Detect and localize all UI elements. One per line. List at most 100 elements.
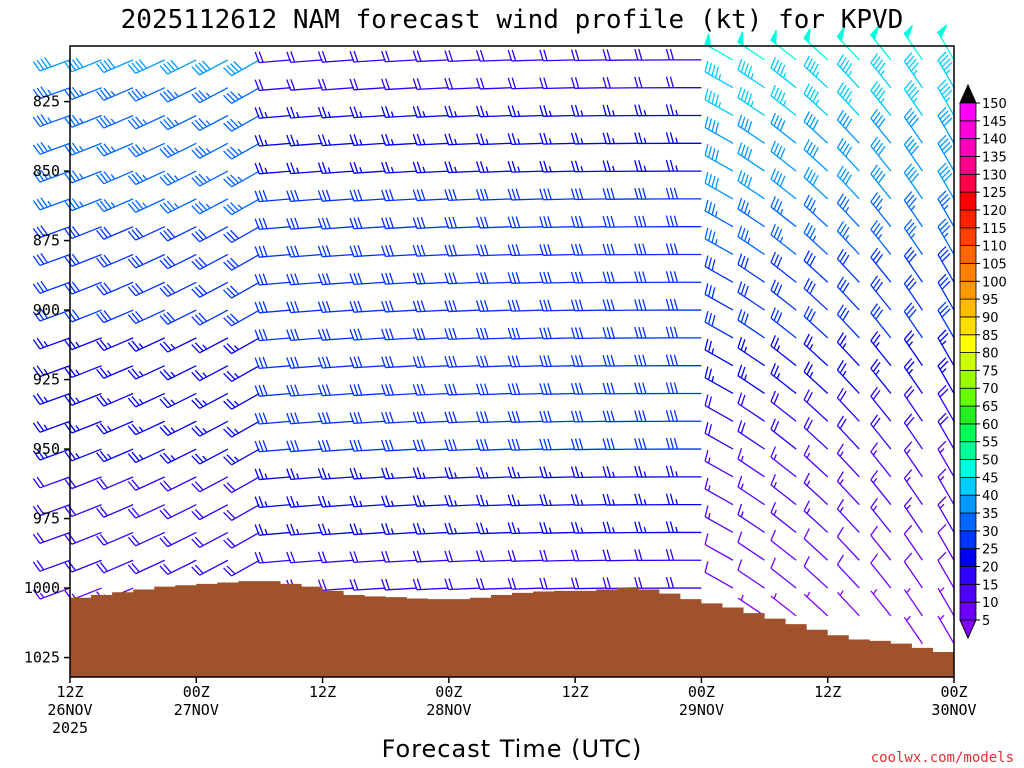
wind-barb: [539, 299, 576, 312]
wind-barb: [254, 328, 292, 342]
wind-barb: [475, 550, 513, 563]
wind-barb: [507, 383, 544, 396]
wind-barb: [159, 198, 197, 214]
colorbar-swatch: [959, 423, 977, 443]
wind-barb: [317, 328, 355, 341]
wind-barb: [704, 116, 734, 144]
wind-barb: [475, 466, 513, 479]
wind-barb: [903, 135, 923, 172]
wind-barb: [127, 142, 165, 158]
wind-barb: [412, 244, 449, 257]
wind-barb: [475, 105, 513, 118]
wind-barb: [381, 217, 418, 230]
wind-barb: [96, 559, 134, 574]
wind-barb: [870, 192, 892, 228]
wind-barb: [803, 111, 829, 144]
wind-barb: [381, 300, 418, 313]
wind-barb: [704, 171, 734, 200]
wind-barb: [803, 278, 829, 311]
wind-barb: [286, 384, 323, 397]
wind-barb: [223, 170, 260, 188]
wind-barb: [444, 188, 481, 202]
wind-barb: [539, 466, 576, 479]
wind-barb: [32, 197, 71, 211]
wind-barb: [159, 531, 197, 548]
wind-barb: [539, 188, 576, 201]
wind-barb: [349, 467, 386, 480]
wind-barb: [127, 170, 165, 186]
wind-barb: [412, 272, 449, 285]
wind-barb: [223, 476, 260, 494]
x-tick-label: 26NOV: [47, 701, 92, 719]
wind-barb: [602, 493, 639, 506]
wind-barb: [602, 160, 639, 173]
wind-barb: [737, 364, 765, 395]
wind-barb: [317, 245, 355, 258]
wind-barb: [159, 448, 197, 464]
wind-barb: [602, 466, 639, 478]
wind-barb: [444, 383, 481, 396]
wind-barb: [159, 142, 197, 159]
wind-barb: [349, 300, 386, 313]
wind-barb: [870, 442, 892, 478]
wind-barb: [349, 523, 386, 536]
wind-barb: [803, 417, 829, 450]
x-tick-label: 2025: [52, 719, 88, 737]
wind-barb: [634, 438, 670, 450]
wind-barb: [32, 392, 71, 406]
wind-barb: [223, 281, 260, 299]
wind-barb: [223, 365, 260, 382]
wind-barb: [870, 247, 892, 283]
wind-barb: [381, 328, 418, 341]
wind-barb: [286, 51, 323, 64]
wind-barb: [254, 496, 292, 509]
wind-barb: [770, 279, 797, 311]
wind-barb: [737, 309, 765, 339]
wind-barb: [937, 107, 955, 144]
wind-barb: [937, 51, 955, 89]
wind-barb: [286, 217, 323, 230]
wind-barb: [937, 357, 955, 394]
wind-barb: [412, 578, 449, 591]
y-tick-label: 900: [33, 301, 60, 319]
wind-barb: [32, 420, 71, 433]
wind-barb: [937, 614, 955, 644]
wind-barb: [770, 140, 797, 172]
wind-barb: [254, 245, 292, 258]
colorbar-tick-label: 65: [982, 400, 999, 415]
wind-barb: [770, 196, 797, 228]
wind-barb: [475, 522, 513, 535]
wind-barb: [937, 162, 955, 200]
colorbar-swatch: [959, 459, 977, 478]
wind-barb: [32, 114, 71, 128]
wind-barb: [223, 198, 260, 216]
colorbar-tick-label: 60: [982, 418, 999, 433]
wind-barb: [223, 559, 260, 577]
wind-barb: [737, 420, 765, 450]
wind-barb: [475, 383, 513, 396]
wind-barb: [937, 301, 955, 339]
wind-barb: [159, 309, 197, 325]
wind-barb: [507, 438, 544, 451]
y-tick-label: 875: [33, 232, 60, 250]
wind-barb: [634, 326, 670, 339]
wind-barb: [570, 243, 607, 256]
colorbar-tick-label: 45: [982, 471, 999, 486]
wind-barb: [937, 134, 955, 172]
wind-barb: [634, 160, 670, 172]
wind-barb: [937, 551, 955, 589]
wind-barb: [602, 327, 639, 339]
wind-barb: [602, 243, 639, 256]
wind-barb: [770, 251, 797, 283]
wind-barb: [444, 77, 481, 90]
wind-barb: [191, 114, 229, 132]
wind-barb: [836, 137, 860, 172]
wind-barb: [570, 355, 607, 367]
wind-barb: [317, 356, 355, 369]
wind-barb: [349, 272, 386, 286]
wind-barb: [32, 587, 71, 600]
wind-barb: [870, 589, 892, 617]
wind-barb: [475, 133, 513, 146]
wind-barb: [870, 80, 892, 116]
wind-barb: [349, 217, 386, 230]
